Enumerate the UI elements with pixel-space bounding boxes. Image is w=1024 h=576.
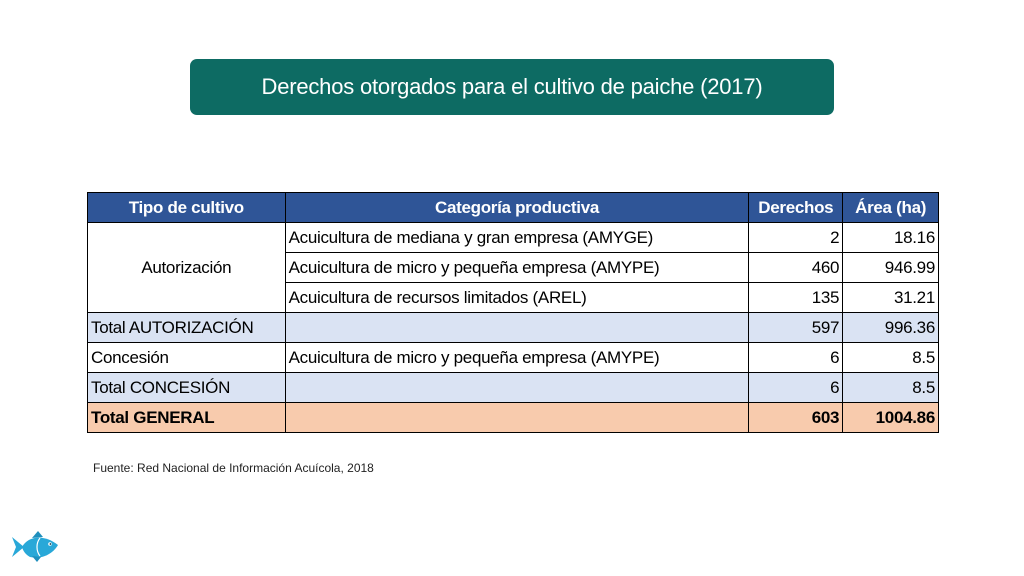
derechos-cell: 603 [748, 402, 844, 433]
header-derechos: Derechos [748, 192, 844, 223]
total-autorizacion-label: Total AUTORIZACIÓN [87, 312, 286, 343]
header-area: Área (ha) [842, 192, 939, 223]
fish-icon [12, 531, 58, 562]
total-general-row: Total GENERAL 603 1004.86 [87, 402, 939, 433]
empty-cell [284, 372, 750, 403]
tipo-concesion-cell: Concesión [87, 342, 286, 373]
header-categoria-productiva: Categoría productiva [284, 192, 750, 223]
derechos-cell: 460 [748, 252, 844, 283]
empty-cell [284, 312, 750, 343]
categoria-cell: Acuicultura de mediana y gran empresa (A… [284, 222, 750, 253]
source-note: Fuente: Red Nacional de Información Acuí… [93, 461, 374, 475]
empty-cell [284, 402, 750, 433]
page-title: Derechos otorgados para el cultivo de pa… [261, 74, 763, 99]
area-cell: 18.16 [842, 222, 939, 253]
derechos-cell: 6 [748, 372, 844, 403]
area-cell: 31.21 [842, 282, 939, 313]
area-cell: 946.99 [842, 252, 939, 283]
title-banner: Derechos otorgados para el cultivo de pa… [190, 59, 834, 115]
total-concesion-label: Total CONCESIÓN [87, 372, 286, 403]
derechos-cell: 597 [748, 312, 844, 343]
tipo-autorizacion-cell: Autorización [87, 222, 286, 313]
total-concesion-row: Total CONCESIÓN 6 8.5 [87, 372, 939, 403]
categoria-cell: Acuicultura de micro y pequeña empresa (… [284, 342, 750, 373]
table-header-row: Tipo de cultivo Categoría productiva Der… [87, 192, 939, 223]
table-row: Concesión Acuicultura de micro y pequeña… [87, 342, 939, 373]
total-autorizacion-row: Total AUTORIZACIÓN 597 996.36 [87, 312, 939, 343]
derechos-cell: 2 [748, 222, 844, 253]
table-row: Acuicultura de micro y pequeña empresa (… [88, 252, 939, 283]
derechos-cell: 135 [748, 282, 844, 313]
table-row: Acuicultura de recursos limitados (AREL)… [88, 282, 939, 313]
categoria-cell: Acuicultura de recursos limitados (AREL) [284, 282, 750, 313]
rights-table: Tipo de cultivo Categoría productiva Der… [87, 192, 939, 433]
area-cell: 8.5 [842, 342, 939, 373]
header-tipo-cultivo: Tipo de cultivo [87, 192, 286, 223]
area-cell: 1004.86 [842, 402, 939, 433]
area-cell: 8.5 [842, 372, 939, 403]
area-cell: 996.36 [842, 312, 939, 343]
table-row: Autorización Acuicultura de mediana y gr… [87, 222, 939, 313]
derechos-cell: 6 [748, 342, 844, 373]
categoria-cell: Acuicultura de micro y pequeña empresa (… [284, 252, 750, 283]
total-general-label: Total GENERAL [87, 402, 286, 433]
